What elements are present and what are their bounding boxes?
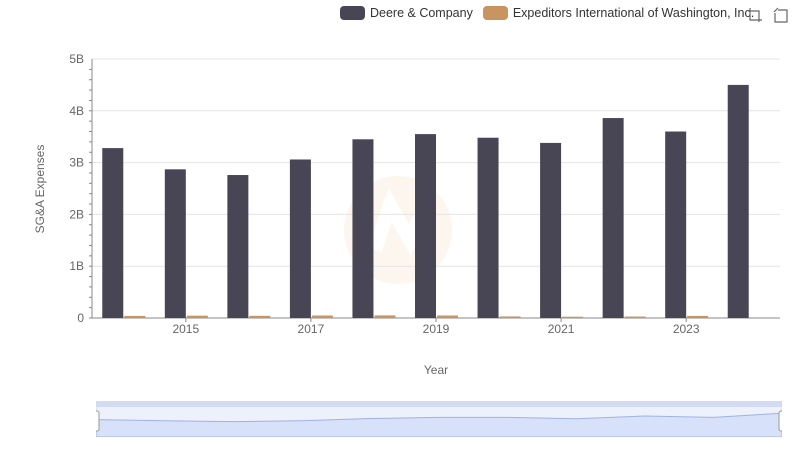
chart-legend: Deere & Company Expeditors International… bbox=[340, 4, 764, 22]
bar-deere[interactable] bbox=[540, 142, 562, 318]
x-axis-title: Year bbox=[424, 363, 448, 377]
legend-item-deere[interactable]: Deere & Company bbox=[340, 6, 473, 20]
slider-handle-right[interactable] bbox=[778, 410, 782, 432]
bar-expeditors[interactable] bbox=[499, 316, 521, 318]
legend-item-expeditors[interactable]: Expeditors International of Washington, … bbox=[482, 6, 755, 20]
bar-deere[interactable] bbox=[415, 134, 436, 318]
legend-label-deere: Deere & Company bbox=[370, 6, 473, 20]
bar-expeditors[interactable] bbox=[374, 315, 396, 318]
bar-expeditors[interactable] bbox=[687, 315, 709, 318]
bar-expeditors[interactable] bbox=[562, 316, 584, 318]
slider-handle-left[interactable] bbox=[96, 410, 100, 432]
range-slider[interactable] bbox=[96, 401, 782, 437]
bars bbox=[102, 84, 749, 319]
tick-labels: 0 1B 2B 3B 4B 5B 2015 2017 2019 2021 2023 bbox=[69, 52, 700, 336]
y-tick-label: 5B bbox=[69, 52, 84, 66]
slider-top-bar[interactable] bbox=[96, 401, 782, 407]
x-tick-label: 2021 bbox=[548, 322, 575, 336]
bar-deere[interactable] bbox=[665, 131, 687, 318]
bar-deere[interactable] bbox=[352, 139, 374, 318]
bar-expeditors[interactable] bbox=[124, 315, 146, 318]
y-tick-label: 0 bbox=[77, 311, 84, 325]
bar-deere[interactable] bbox=[477, 137, 499, 318]
bar-expeditors[interactable] bbox=[437, 315, 458, 318]
bar-deere[interactable] bbox=[602, 118, 624, 318]
y-axis-title: SG&A Expenses bbox=[33, 145, 47, 234]
zoom-reset-icon[interactable] bbox=[773, 7, 789, 23]
legend-label-expeditors: Expeditors International of Washington, … bbox=[512, 6, 755, 20]
bar-deere[interactable] bbox=[164, 169, 186, 318]
bar-deere[interactable] bbox=[227, 175, 249, 318]
y-tick-label: 3B bbox=[69, 156, 84, 170]
slider-overview-area bbox=[96, 412, 782, 437]
legend-swatch-expeditors bbox=[482, 6, 508, 20]
bar-expeditors[interactable] bbox=[311, 315, 333, 318]
x-tick-label: 2015 bbox=[172, 322, 199, 336]
y-tick-label: 4B bbox=[69, 104, 84, 118]
x-tick-label: 2023 bbox=[673, 322, 700, 336]
bar-deere[interactable] bbox=[289, 159, 311, 318]
zoom-select-icon[interactable] bbox=[747, 7, 763, 23]
x-tick-label: 2017 bbox=[298, 322, 325, 336]
y-tick-label: 1B bbox=[69, 259, 84, 273]
x-tick-label: 2019 bbox=[423, 322, 450, 336]
bar-deere[interactable] bbox=[102, 148, 124, 318]
legend-swatch-deere bbox=[340, 6, 365, 20]
bar-expeditors[interactable] bbox=[186, 315, 208, 318]
bar-expeditors[interactable] bbox=[249, 315, 271, 318]
bar-expeditors[interactable] bbox=[624, 316, 646, 318]
bar-deere[interactable] bbox=[727, 84, 749, 319]
y-tick-label: 2B bbox=[69, 207, 84, 221]
